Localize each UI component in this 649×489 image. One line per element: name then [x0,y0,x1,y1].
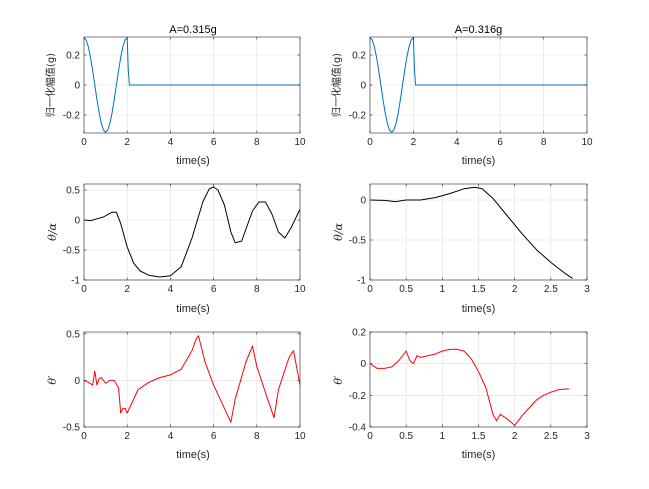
x-tick-label: 8 [541,137,547,148]
subplot-2-signal-0316g: A=0.316g time(s) 归一化幅值(g) 0 2 4 6 8 10 -0.2 0 0.… [330,24,593,167]
axes-box [83,331,301,428]
x-tick-label: 0 [367,284,373,295]
series-line-1 [370,37,587,133]
subplot-5-theta-prime-10s: time(s) θ′ 0 2 4 6 8 10-0.500.5 [46,329,306,461]
x-tick-label: 6 [497,137,503,148]
y-axis-label: θ/α [46,223,59,241]
y-axis-label: θ/α [332,223,345,241]
x-tick-label: 2 [124,284,130,295]
y-tick-label: 0 [360,359,366,370]
x-tick-label: 0 [81,284,87,295]
subplot-4-theta-ratio-3s: time(s) θ/α 0 0.5 1 1.5 2 2.5 3 -1 -0.5 0 [332,183,590,315]
x-tick-label: 8 [254,284,260,295]
y-tick-label: 0 [74,216,80,227]
x-tick-label: 3 [584,284,590,295]
x-tick-label: 1.5 [472,431,486,442]
x-tick-label: 1.5 [472,284,486,295]
subplot-title: A=0.316g [455,24,502,36]
y-tick-label: 0 [360,81,366,92]
y-axis-label: 归一化幅值(g) [330,53,343,117]
subplot-3-theta-ratio-10s: time(s) θ/α 0 2 4 6 8 10 -1 -0.5 0 0.5 [46,183,306,315]
y-axis-label: θ′ [46,375,59,385]
x-tick-label: 10 [294,431,306,442]
y-tick-label: -0.2 [63,111,81,122]
series-line-1 [84,186,300,278]
x-tick-label: 0.5 [399,284,413,295]
x-tick-label: 6 [211,284,217,295]
x-tick-label: 0 [81,137,87,148]
x-tick-label: 6 [211,137,217,148]
y-tick-label: -1 [357,276,366,287]
x-tick-label: 4 [168,284,174,295]
x-axis-label: time(s) [176,155,210,167]
y-tick-label: -0.5 [349,236,367,247]
y-tick-label: -0.2 [349,391,367,402]
y-tick-label: -0.4 [349,423,367,434]
x-tick-label: 2.5 [544,284,558,295]
x-tick-label: 2 [512,431,518,442]
x-tick-label: 2 [512,284,518,295]
plot-area [84,332,300,427]
subplot-title: A=0.315g [169,24,216,36]
y-tick-label: -1 [71,276,80,287]
x-tick-label: 8 [254,137,260,148]
y-tick-label: 0 [74,81,80,92]
y-axis-label: 归一化幅值(g) [44,53,57,117]
series-line-1 [370,186,573,279]
x-tick-label: 0 [367,137,373,148]
x-tick-label: 4 [168,431,174,442]
y-tick-label: 0.5 [66,329,80,340]
x-tick-label: 1 [440,284,446,295]
series-line-1 [370,348,569,426]
series-line-1 [84,37,300,133]
x-axis-label: time(s) [462,155,496,167]
axes-box [83,183,301,281]
x-tick-label: 2 [124,137,130,148]
subplot-1-signal-0315g: A=0.315g time(s) 归一化幅值(g) 0 2 4 6 8 10 -0.2 0 0.… [44,24,306,167]
x-tick-label: 10 [294,284,306,295]
y-tick-label: 0.5 [66,186,80,197]
x-tick-label: 10 [581,137,593,148]
x-axis-label: time(s) [176,449,210,461]
x-tick-label: 2.5 [544,431,558,442]
y-tick-label: -0.5 [63,423,81,434]
y-tick-label: -0.5 [63,246,81,257]
y-tick-label: 0 [360,196,366,207]
x-tick-label: 0.5 [399,431,413,442]
x-tick-label: 6 [211,431,217,442]
y-tick-label: 0.2 [66,51,80,62]
x-tick-label: 3 [584,431,590,442]
x-tick-label: 8 [254,431,260,442]
y-tick-label: 0.2 [352,328,366,339]
x-tick-label: 1 [440,431,446,442]
y-tick-label: 0 [74,376,80,387]
plot-area [84,184,300,280]
x-tick-label: 0 [367,431,373,442]
subplot-6-theta-prime-3s: time(s) θ′ 0 0.5 1 1.5 2 2.5 3 -0.4 -0.2 0 0.2 [332,328,590,462]
x-axis-label: time(s) [176,303,210,315]
x-axis-label: time(s) [462,303,496,315]
series-line-1 [84,335,300,423]
x-tick-label: 2 [411,137,417,148]
x-tick-label: 4 [454,137,460,148]
y-axis-label: θ′ [332,375,345,385]
y-tick-label: 0.2 [352,51,366,62]
x-tick-label: 0 [81,431,87,442]
x-tick-label: 10 [294,137,306,148]
y-tick-label: -0.2 [349,111,367,122]
x-axis-label: time(s) [462,449,496,461]
x-tick-label: 2 [124,431,130,442]
x-tick-label: 4 [168,137,174,148]
